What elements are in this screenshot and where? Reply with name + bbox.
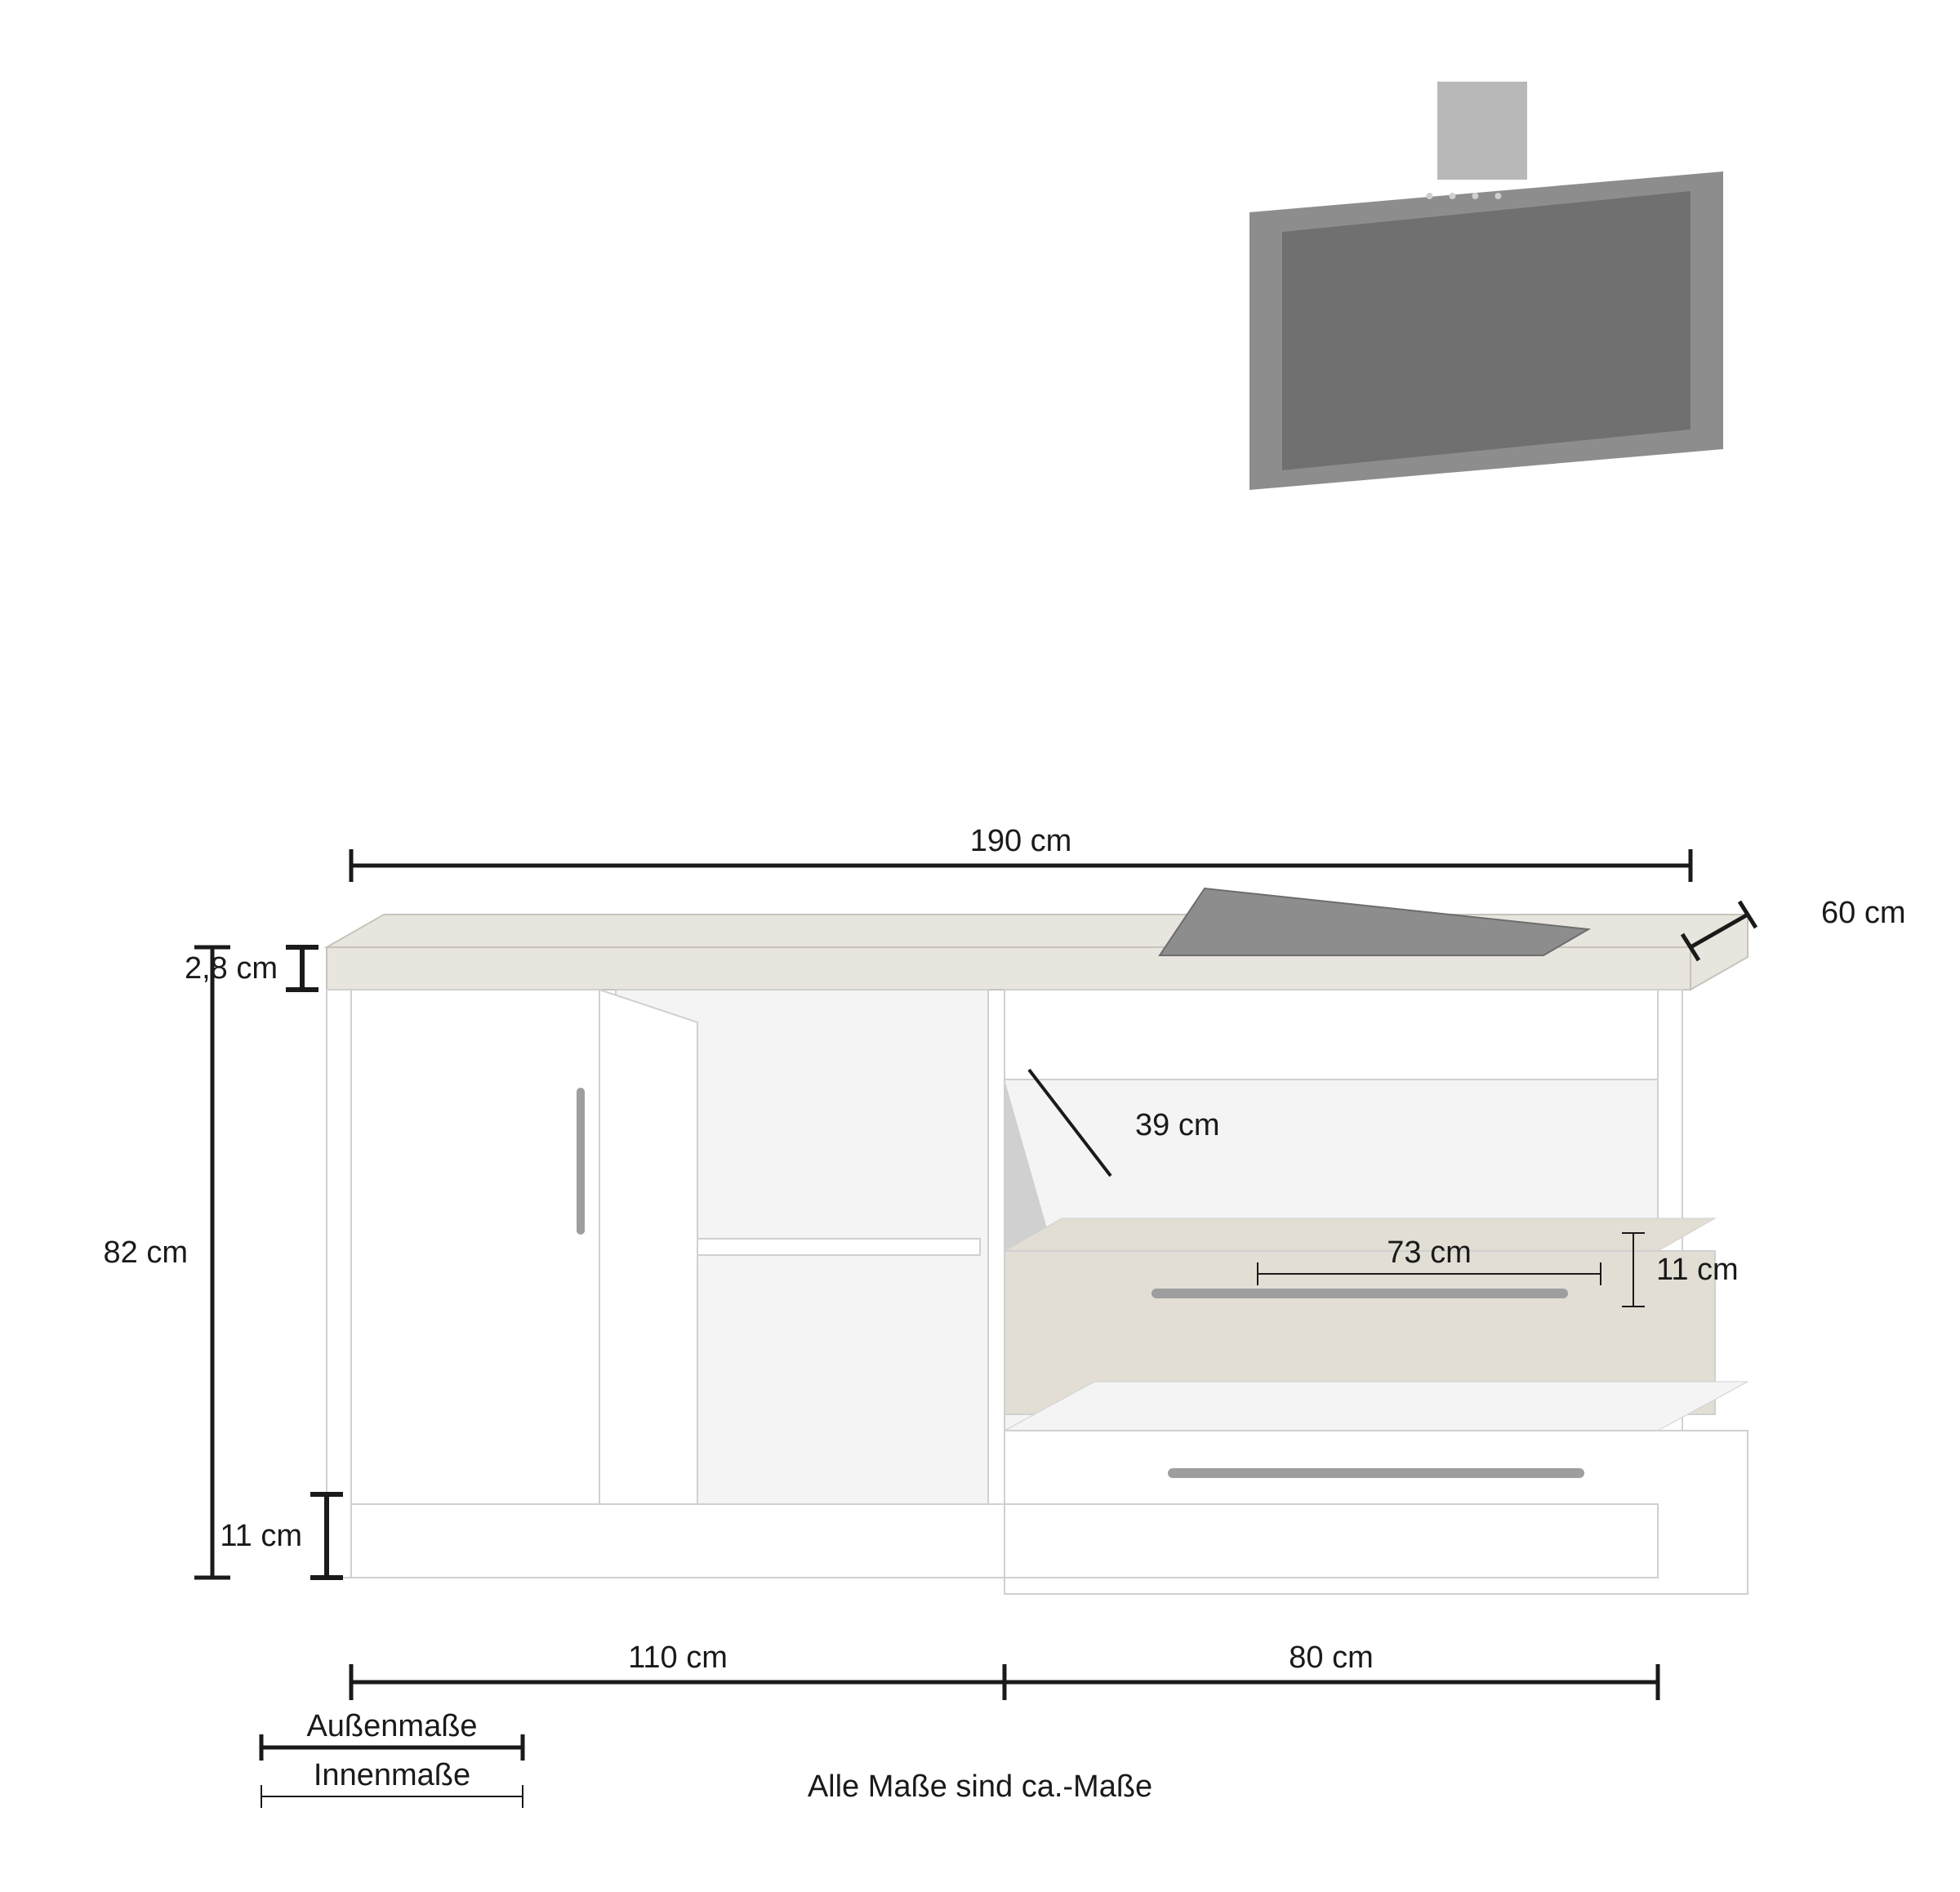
dim-drawer-inner-height: 11 cm	[1656, 1253, 1739, 1287]
legend-inner: Innenmaße	[314, 1758, 470, 1792]
hood-control-dot	[1426, 193, 1432, 199]
drawer-top-closed	[1004, 990, 1658, 1080]
legend-outer: Außenmaße	[306, 1709, 477, 1743]
dim-right-unit-width: 80 cm	[1289, 1640, 1373, 1675]
handle-icon	[1152, 1289, 1568, 1298]
hob	[1160, 888, 1588, 955]
hood-panel	[1282, 191, 1690, 470]
cabinet-left-side	[327, 990, 351, 1578]
drawer-bottom-top	[1004, 1382, 1748, 1431]
hood-duct	[1437, 82, 1527, 180]
handle-icon	[1168, 1468, 1584, 1478]
hood-control-dot	[1472, 193, 1478, 199]
left-door-closed	[351, 990, 599, 1504]
dim-plinth: 11 cm	[220, 1519, 302, 1553]
left-plinth	[351, 1504, 1004, 1578]
footer-note: Alle Maße sind ca.-Maße	[808, 1770, 1152, 1804]
hood-control-dot	[1494, 193, 1501, 199]
dim-depth: 60 cm	[1821, 896, 1905, 930]
left-door-open	[599, 990, 697, 1553]
right-plinth	[1004, 1504, 1658, 1578]
dim-left-unit-width: 110 cm	[628, 1640, 728, 1675]
drawer-middle-top	[1004, 1218, 1715, 1251]
dim-total-width: 190 cm	[970, 824, 1072, 858]
dim-worktop-thickness: 2,8 cm	[185, 951, 278, 986]
dim-drawer-inner-width: 73 cm	[1387, 1235, 1471, 1270]
handle-icon	[577, 1088, 585, 1235]
dim-drawer-slope: 39 cm	[1135, 1108, 1219, 1142]
hood-control-dot	[1449, 193, 1455, 199]
dim-height: 82 cm	[104, 1235, 188, 1270]
